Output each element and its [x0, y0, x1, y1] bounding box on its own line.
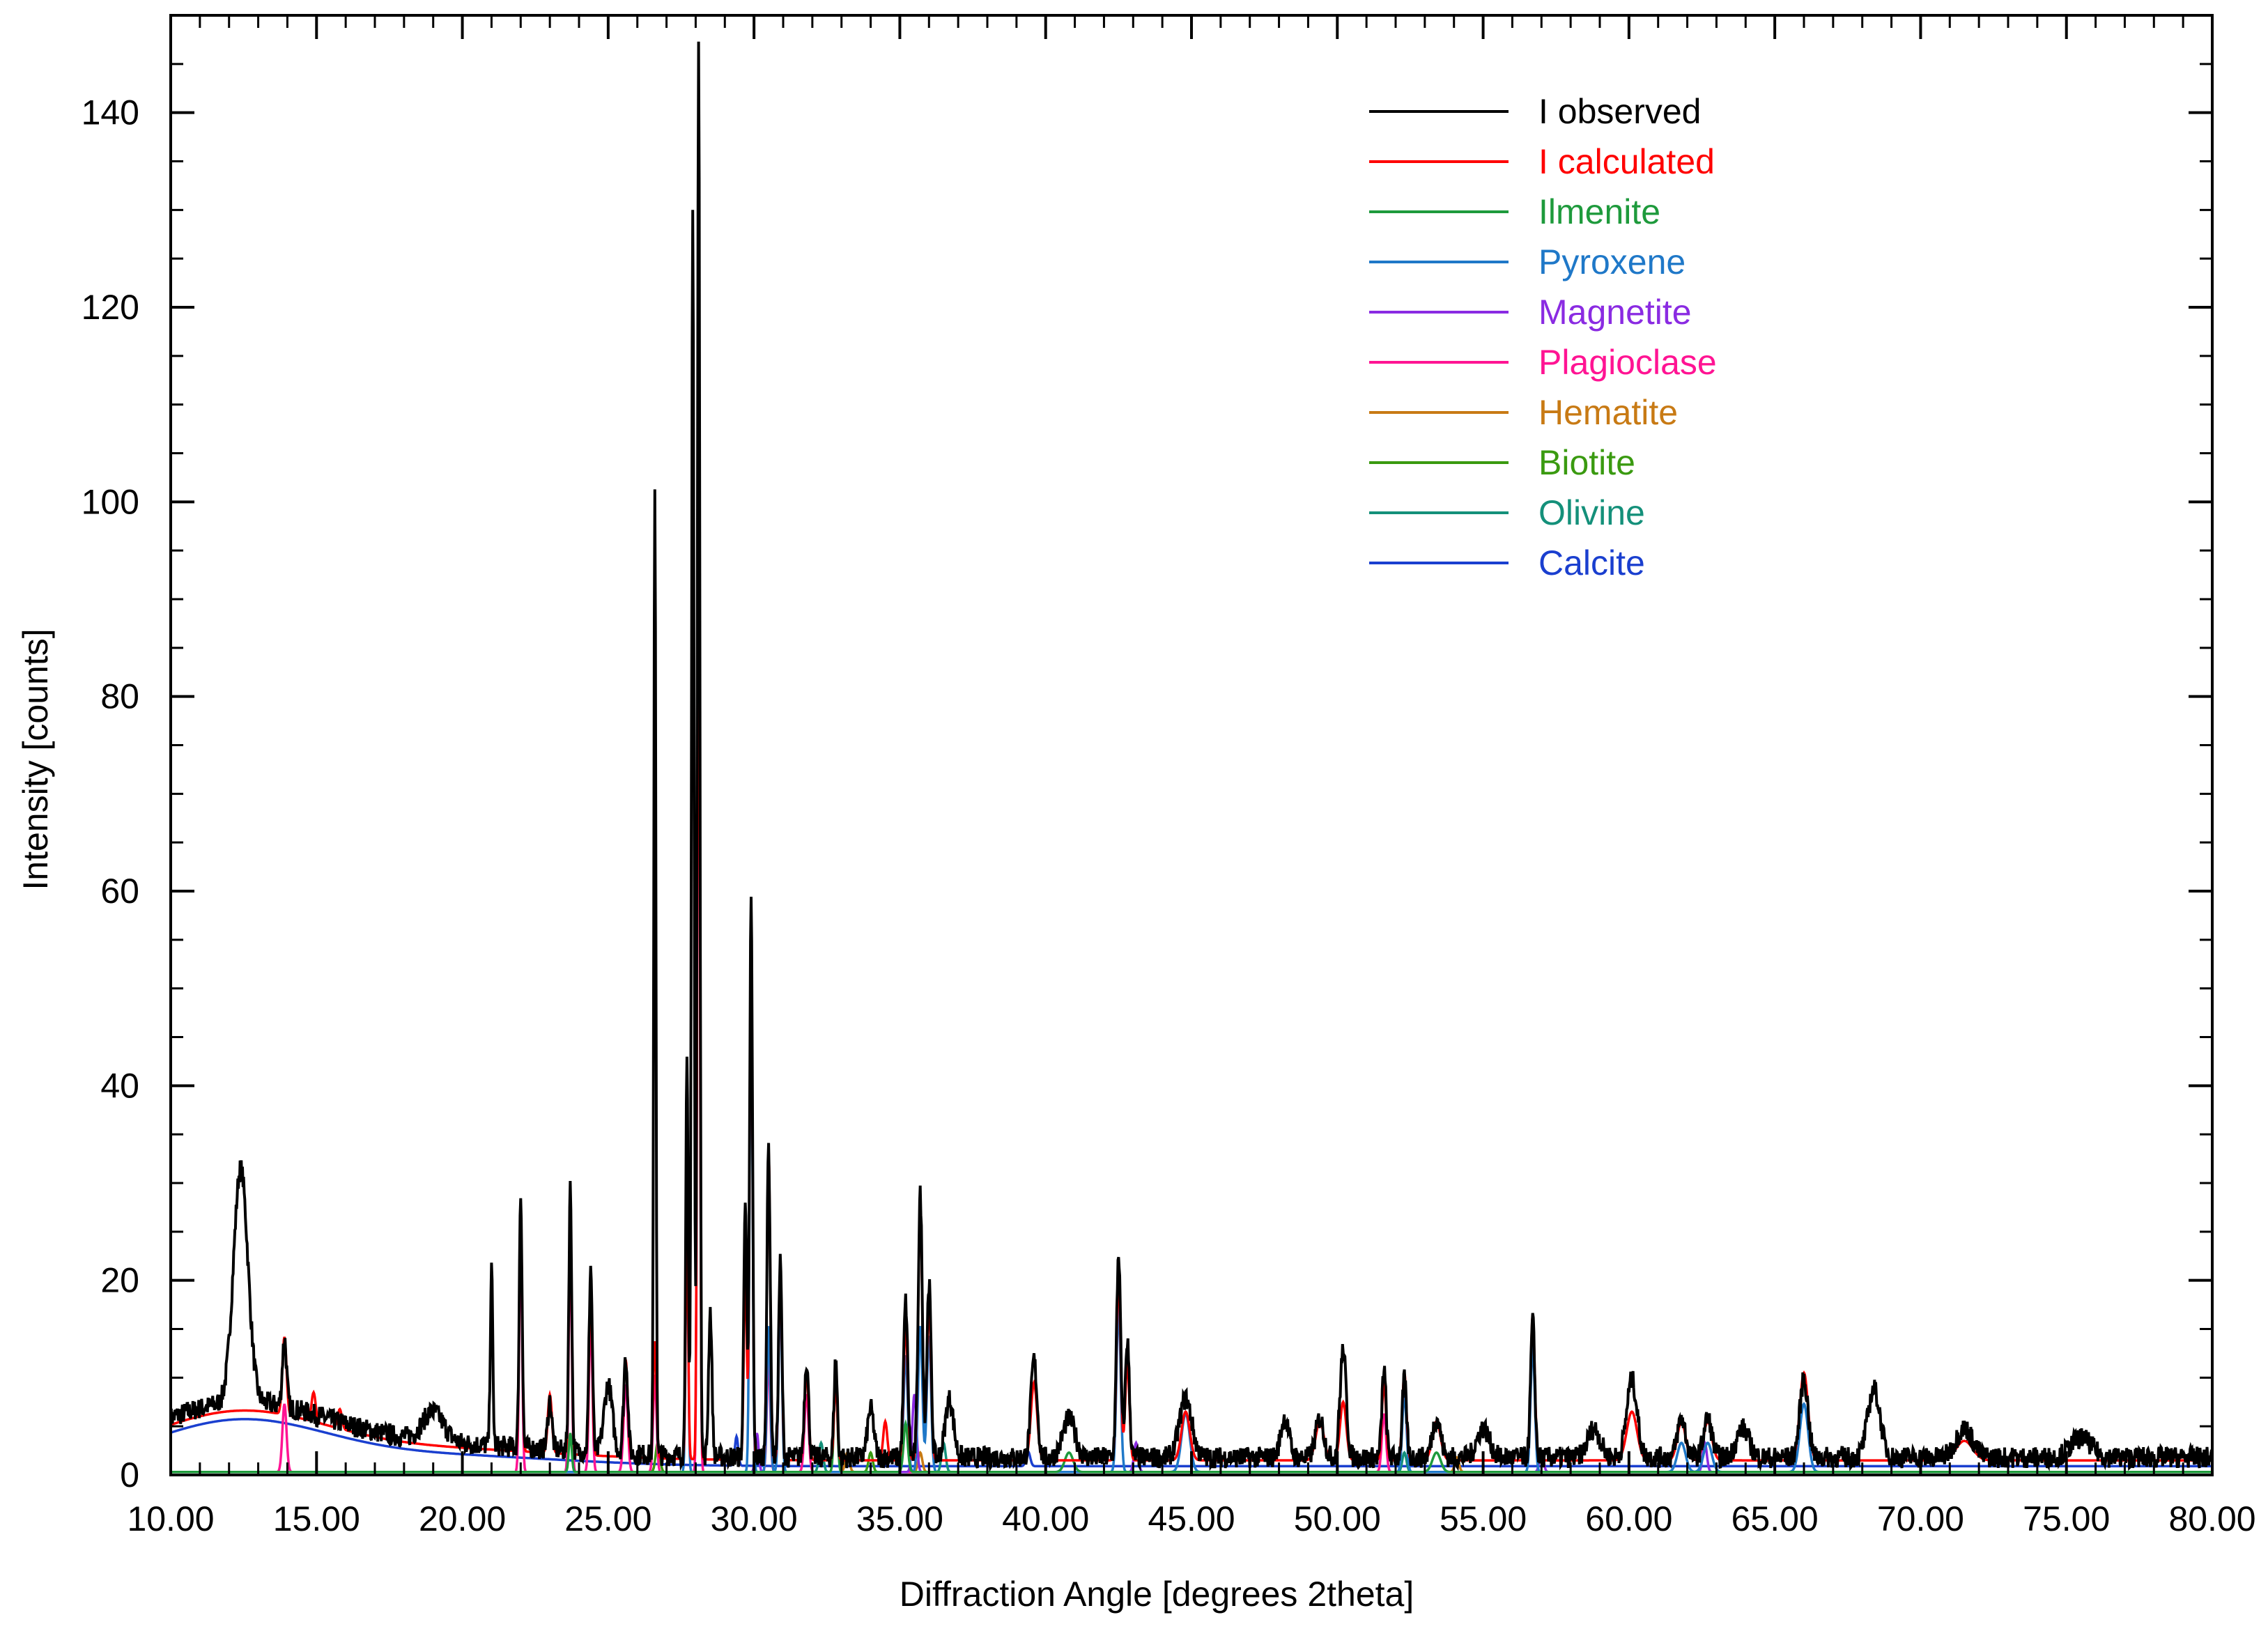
x-tick-label: 35.00: [856, 1499, 943, 1538]
series-i-observed: [169, 41, 2214, 1472]
x-tick-label: 75.00: [2023, 1499, 2110, 1538]
x-tick-label: 50.00: [1294, 1499, 1381, 1538]
y-axis-label: Intensity [counts]: [16, 628, 55, 890]
x-tick-label: 30.00: [711, 1499, 798, 1538]
x-tick-label: 10.00: [127, 1499, 214, 1538]
x-tick-label: 55.00: [1440, 1499, 1527, 1538]
x-tick-label: 40.00: [1002, 1499, 1089, 1538]
ticks-layer: 10.00 15.00 20.00 25.00 30.00 35.00 40.00 45.00…: [82, 15, 2256, 1538]
legend-label: Plagioclase: [1538, 343, 1717, 382]
y-tick-label: 140: [82, 93, 139, 132]
x-axis-label: Diffraction Angle [degrees 2theta]: [900, 1575, 1414, 1614]
x-tick-label: 70.00: [1877, 1499, 1964, 1538]
y-tick-label: 40: [100, 1066, 139, 1105]
legend-label: I calculated: [1538, 142, 1715, 181]
x-tick-label: 15.00: [273, 1499, 360, 1538]
legend-label: Hematite: [1538, 393, 1678, 432]
x-tick-label: 60.00: [1585, 1499, 1672, 1538]
y-tick-label: 0: [120, 1455, 139, 1494]
x-tick-label: 25.00: [564, 1499, 651, 1538]
y-tick-label: 80: [100, 677, 139, 716]
y-tick-label: 100: [82, 482, 139, 521]
y-tick-label: 60: [100, 872, 139, 911]
legend-label: I observed: [1538, 92, 1701, 131]
x-tick-label: 45.00: [1148, 1499, 1235, 1538]
legend-label: Biotite: [1538, 443, 1635, 482]
legend-label: Ilmenite: [1538, 192, 1660, 231]
x-tick-label: 65.00: [1731, 1499, 1819, 1538]
x-tick-label: 20.00: [419, 1499, 506, 1538]
legend-label: Olivine: [1538, 493, 1645, 532]
legend: I observed I calculated Ilmenite Pyroxene Ma…: [1369, 92, 1717, 582]
x-tick-label: 80.00: [2168, 1499, 2255, 1538]
y-tick-label: 120: [82, 288, 139, 327]
legend-label: Magnetite: [1538, 293, 1692, 332]
legend-label: Pyroxene: [1538, 242, 1685, 281]
legend-label: Calcite: [1538, 543, 1645, 582]
y-tick-label: 20: [100, 1261, 139, 1300]
